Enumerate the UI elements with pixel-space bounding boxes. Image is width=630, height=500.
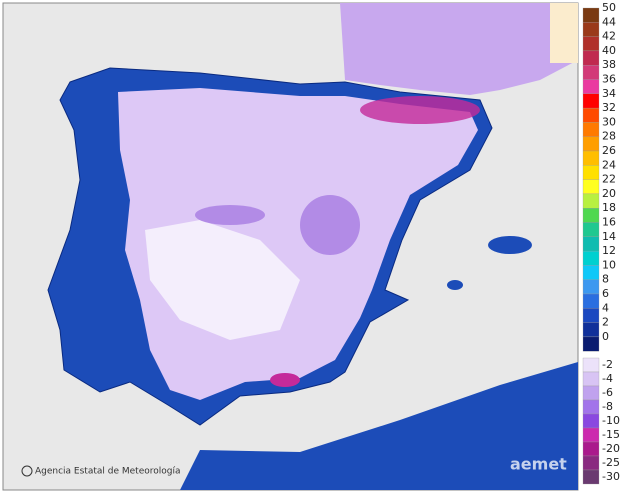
legend: 5044424038363432302826242220181614121086… xyxy=(582,1,620,485)
legend-swatch xyxy=(582,357,600,373)
legend-label: 22 xyxy=(602,173,616,186)
legend-swatch xyxy=(582,36,600,52)
legend-label: -2 xyxy=(602,358,613,371)
legend-label: 12 xyxy=(602,244,616,257)
legend-swatch xyxy=(582,122,600,137)
legend-swatch xyxy=(582,179,600,195)
legend-swatch xyxy=(582,336,600,352)
pyrenees-cold xyxy=(360,96,480,124)
legend-swatch xyxy=(582,7,600,23)
legend-label: 10 xyxy=(602,258,616,271)
legend-swatch xyxy=(582,236,600,252)
legend-swatch xyxy=(582,441,600,457)
legend-swatch xyxy=(582,265,600,280)
legend-label: 14 xyxy=(602,230,616,243)
legend-label: 40 xyxy=(602,44,616,57)
interior-light xyxy=(145,220,300,340)
legend-swatch xyxy=(582,136,600,152)
legend-label: -6 xyxy=(602,386,613,399)
legend-label: 24 xyxy=(602,158,616,171)
legend-label: 32 xyxy=(602,101,616,114)
central-system-cold xyxy=(195,205,265,225)
legend-label: 16 xyxy=(602,216,616,229)
legend-label: -4 xyxy=(602,372,613,385)
legend-label: -25 xyxy=(602,456,620,469)
legend-label: -20 xyxy=(602,442,620,455)
balearic-islands xyxy=(488,236,532,254)
legend-label: -8 xyxy=(602,400,613,413)
legend-swatch xyxy=(582,150,600,166)
legend-swatch xyxy=(582,93,600,109)
map: Agencia Estatal de Meteorología aemet xyxy=(2,2,579,491)
legend-swatch xyxy=(582,469,600,485)
sierra-nevada-cold xyxy=(270,373,300,387)
legend-label: 50 xyxy=(602,1,616,14)
legend-swatch xyxy=(582,308,600,323)
legend-label: 36 xyxy=(602,73,616,86)
credit: Agencia Estatal de Meteorología xyxy=(35,467,181,477)
legend-swatch xyxy=(582,165,600,180)
legend-label: 44 xyxy=(602,15,616,28)
legend-swatch xyxy=(582,250,600,266)
france xyxy=(340,3,578,95)
africa xyxy=(180,362,578,490)
legend-swatch xyxy=(582,193,600,209)
legend-swatch xyxy=(582,371,600,387)
legend-swatch xyxy=(582,79,600,94)
legend-label: 8 xyxy=(602,273,609,286)
legend-label: 2 xyxy=(602,316,609,329)
legend-swatch xyxy=(582,22,600,37)
ibiza xyxy=(447,280,463,290)
iberian-system-cold xyxy=(300,195,360,255)
legend-label: 30 xyxy=(602,115,616,128)
legend-swatch xyxy=(582,385,600,401)
credit-logo xyxy=(21,465,33,477)
legend-label: -15 xyxy=(602,428,620,441)
legend-swatch xyxy=(582,293,600,309)
legend-swatch xyxy=(582,399,600,415)
legend-swatch xyxy=(582,222,600,237)
legend-label: 6 xyxy=(602,287,609,300)
legend-label: 26 xyxy=(602,144,616,157)
legend-swatch xyxy=(582,107,600,123)
legend-label: 28 xyxy=(602,130,616,143)
legend-label: 0 xyxy=(602,330,609,343)
legend-swatch xyxy=(582,427,600,443)
legend-label: 38 xyxy=(602,58,616,71)
legend-label: -30 xyxy=(602,470,620,483)
watermark: aemet xyxy=(510,455,567,474)
france-east xyxy=(550,3,578,63)
legend-swatch xyxy=(582,455,600,471)
legend-label: 20 xyxy=(602,187,616,200)
legend-label: 4 xyxy=(602,301,609,314)
legend-swatch xyxy=(582,413,600,429)
legend-label: 42 xyxy=(602,30,616,43)
legend-swatch xyxy=(582,279,600,295)
legend-label: 18 xyxy=(602,201,616,214)
legend-swatch xyxy=(582,208,600,223)
legend-label: -10 xyxy=(602,414,620,427)
legend-label: 34 xyxy=(602,87,616,100)
legend-swatch xyxy=(582,50,600,66)
legend-swatch xyxy=(582,322,600,338)
legend-swatch xyxy=(582,65,600,80)
